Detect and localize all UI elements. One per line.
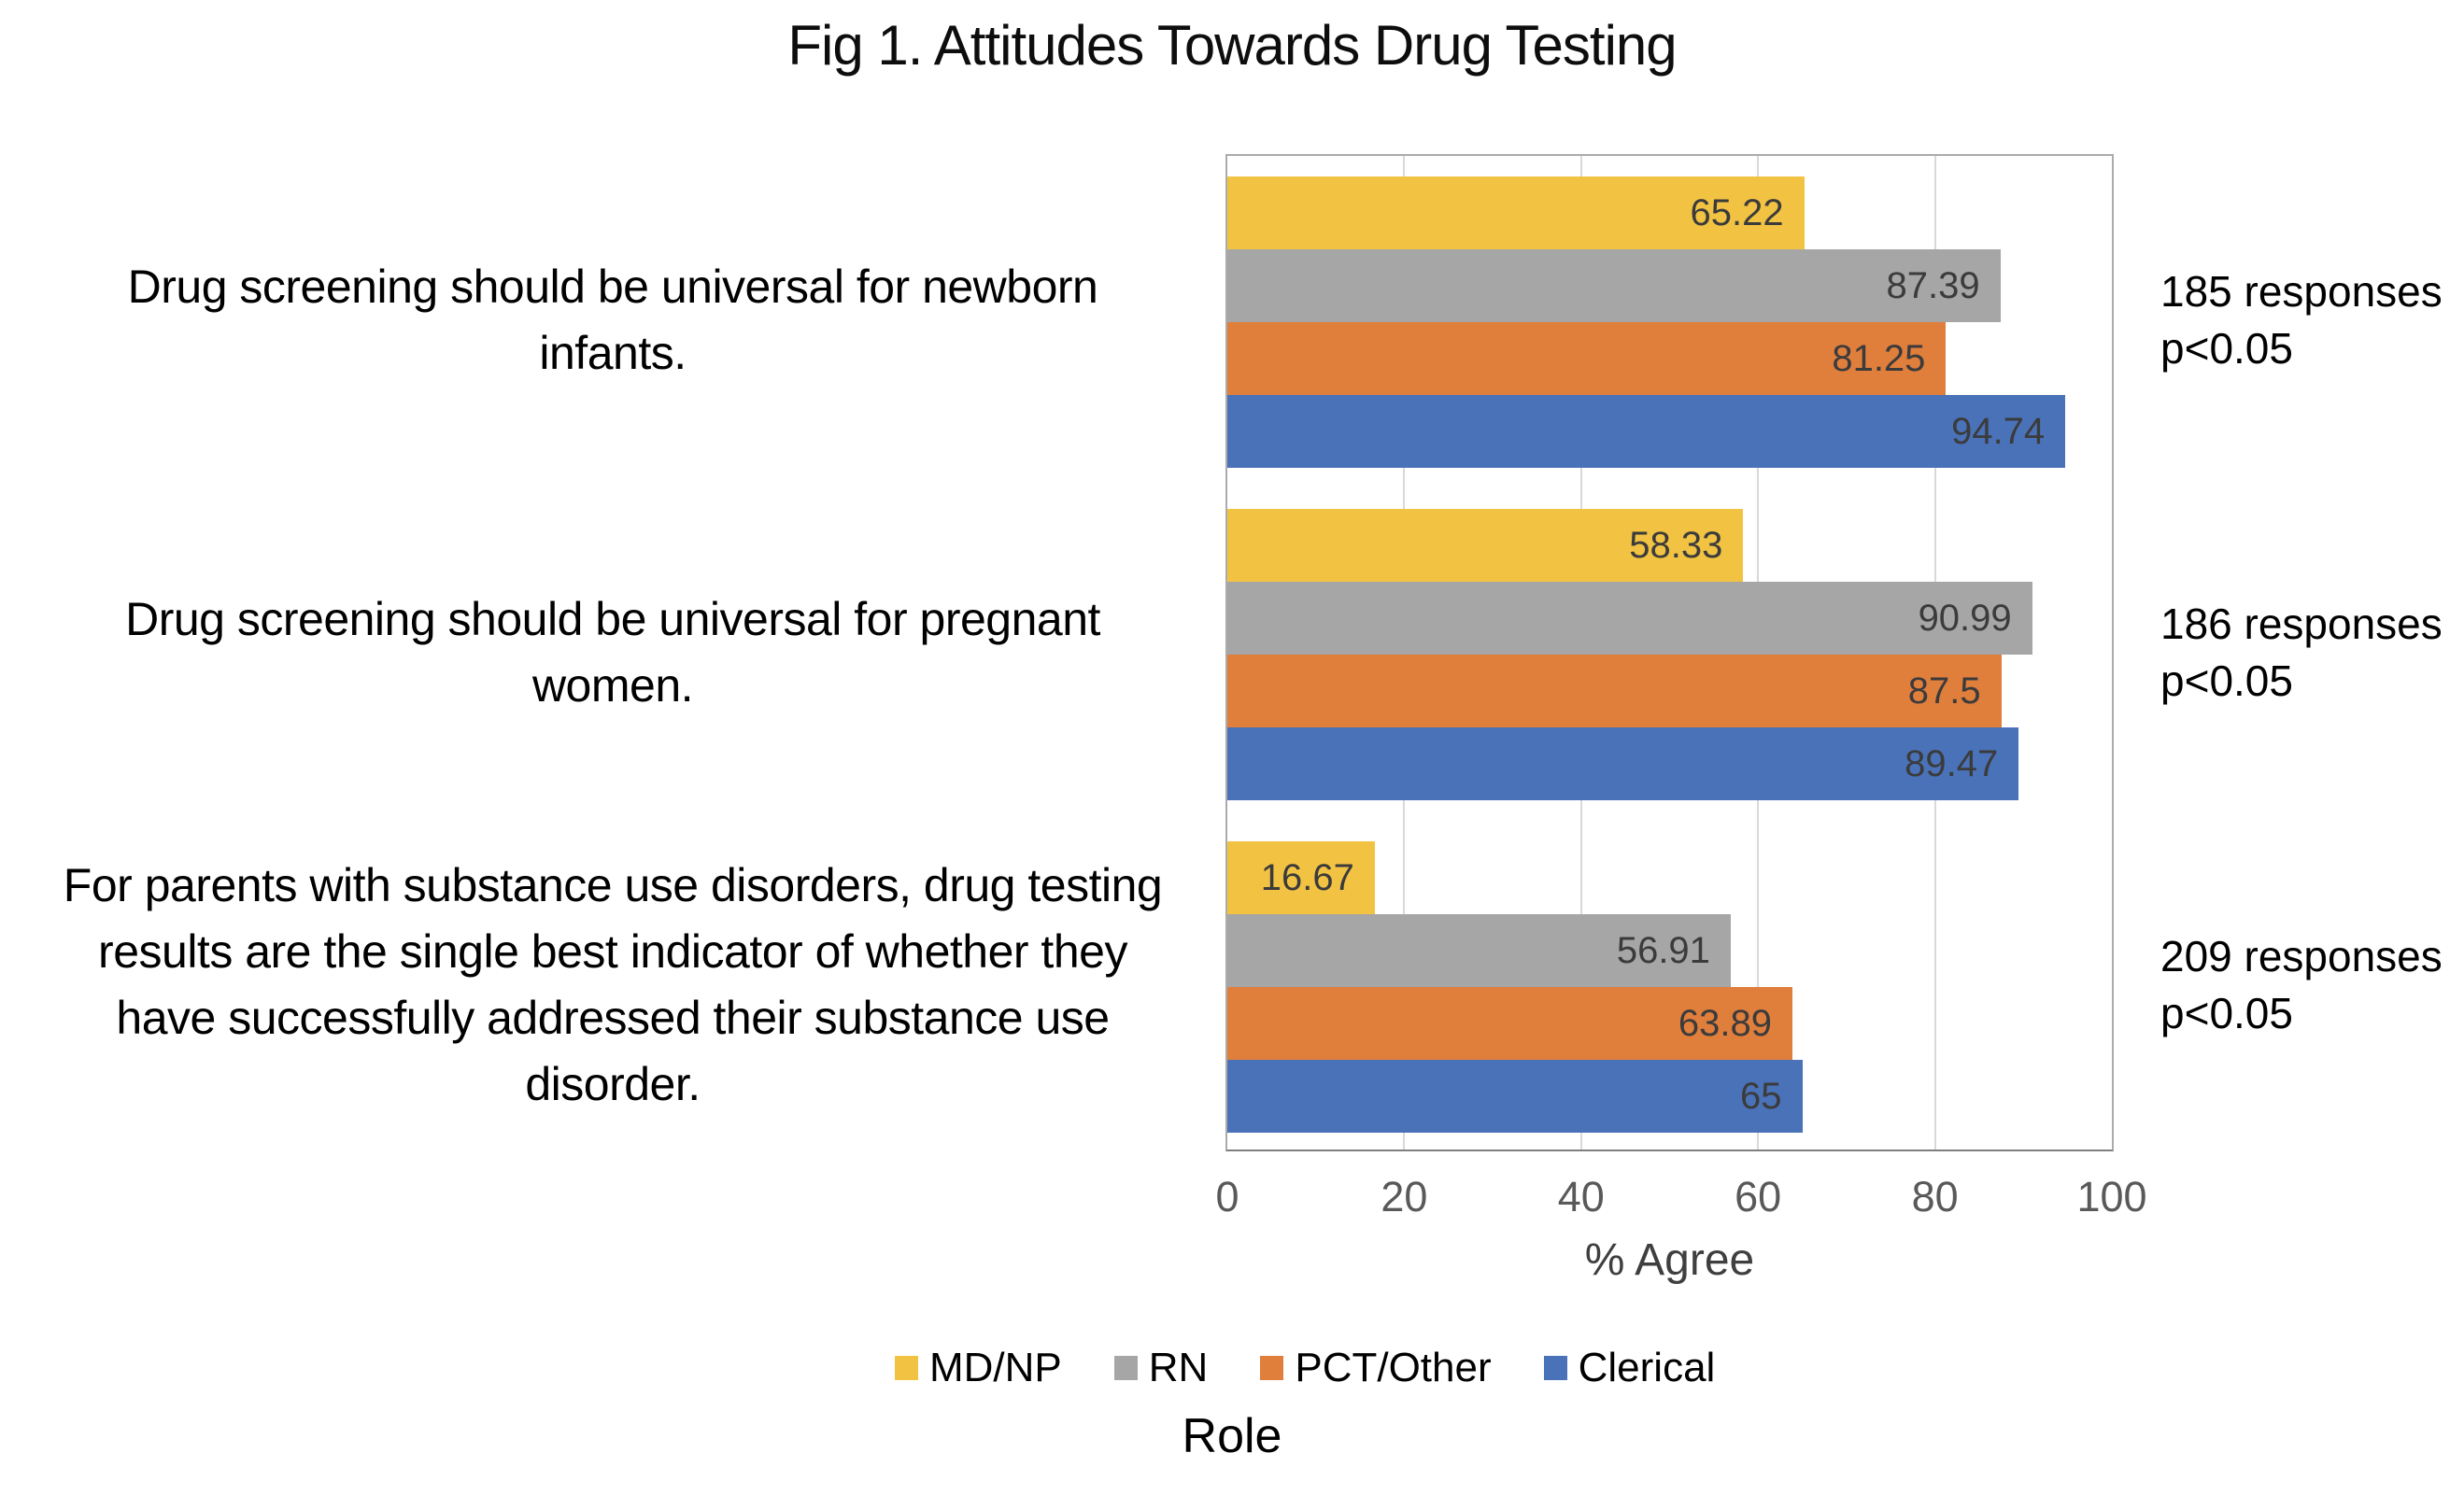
annotation-group-2: 186 responses p<0.05 xyxy=(2160,487,2450,819)
bar-clerical-group-1: 94.74 xyxy=(1227,395,2066,468)
bar-md-np-group-2: 58.33 xyxy=(1227,509,1744,582)
legend-swatch-icon xyxy=(1543,1356,1567,1380)
bar-clerical-group-2: 89.47 xyxy=(1227,727,2019,800)
legend-item-pct-other: PCT/Other xyxy=(1260,1345,1492,1391)
annotation-group-1: 185 responses p<0.05 xyxy=(2160,154,2450,487)
category-label-2: Drug screening should be universal for p… xyxy=(125,593,1100,712)
data-label: 56.91 xyxy=(1616,929,1710,971)
legend-title: Role xyxy=(1182,1409,1282,1463)
x-axis-title: % Agree xyxy=(1584,1235,1755,1285)
legend-label: MD/NP xyxy=(929,1345,1062,1390)
legend-item-clerical: Clerical xyxy=(1543,1345,1716,1391)
bar-pct-other-group-3: 63.89 xyxy=(1227,987,1793,1060)
category-label-1: Drug screening should be universal for n… xyxy=(127,261,1098,379)
annotation-group-3: 209 responses p<0.05 xyxy=(2160,819,2450,1151)
legend-label: RN xyxy=(1148,1345,1209,1390)
bar-pct-other-group-1: 81.25 xyxy=(1227,322,1947,395)
data-label: 65.22 xyxy=(1690,191,1784,233)
legend-item-md-np: MD/NP xyxy=(895,1345,1062,1391)
x-tick-40: 40 xyxy=(1557,1173,1605,1220)
data-label: 87.39 xyxy=(1886,264,1980,306)
annotation-line: 186 responses xyxy=(2160,599,2443,649)
bar-rn-group-2: 90.99 xyxy=(1227,582,2032,655)
annotation-line: 185 responses xyxy=(2160,267,2443,317)
x-tick-80: 80 xyxy=(1911,1173,1959,1220)
bar-group-2: 58.33 90.99 87.5 89.47 xyxy=(1227,488,2112,821)
annotation-line: p<0.05 xyxy=(2160,989,2293,1037)
bar-group-3: 16.67 56.91 63.89 65 xyxy=(1227,821,2112,1153)
chart-title: Fig 1. Attitudes Towards Drug Testing xyxy=(787,14,1677,77)
annotation-line: p<0.05 xyxy=(2160,656,2293,705)
legend-label: PCT/Other xyxy=(1295,1345,1492,1390)
data-label: 90.99 xyxy=(1918,597,2012,639)
data-label: 63.89 xyxy=(1678,1002,1773,1044)
data-label: 65 xyxy=(1740,1075,1782,1117)
data-label: 81.25 xyxy=(1832,337,1926,379)
data-label: 16.67 xyxy=(1260,856,1354,898)
annotation-line: p<0.05 xyxy=(2160,324,2293,373)
bar-group-1: 65.22 87.39 81.25 94.74 xyxy=(1227,156,2112,488)
plot-area: 65.22 87.39 81.25 94.74 58.33 90.99 87.5 89.47 1… xyxy=(1225,154,2114,1151)
x-tick-100: 100 xyxy=(2076,1173,2147,1220)
data-label: 89.47 xyxy=(1905,742,1999,784)
legend-swatch-icon xyxy=(1260,1356,1284,1380)
legend-label: Clerical xyxy=(1578,1345,1716,1390)
legend: MD/NP RN PCT/Other Clerical xyxy=(895,1345,1715,1391)
bar-md-np-group-1: 65.22 xyxy=(1227,176,1805,249)
legend-swatch-icon xyxy=(895,1356,918,1380)
annotation-line: 209 responses xyxy=(2160,932,2443,981)
data-label: 87.5 xyxy=(1907,670,1981,712)
legend-item-rn: RN xyxy=(1113,1345,1209,1391)
data-label: 58.33 xyxy=(1629,524,1723,566)
x-tick-20: 20 xyxy=(1381,1173,1428,1220)
bar-rn-group-1: 87.39 xyxy=(1227,249,2001,322)
legend-swatch-icon xyxy=(1113,1356,1138,1380)
category-label-3: For parents with substance use disorders… xyxy=(63,859,1163,1110)
bar-md-np-group-3: 16.67 xyxy=(1227,841,1375,914)
category-axis-labels: Drug screening should be universal for n… xyxy=(19,154,1207,1151)
x-tick-0: 0 xyxy=(1215,1173,1239,1220)
x-tick-60: 60 xyxy=(1735,1173,1782,1220)
bar-rn-group-3: 56.91 xyxy=(1227,914,1731,987)
data-label: 94.74 xyxy=(1951,410,2046,452)
bar-pct-other-group-2: 87.5 xyxy=(1227,655,2002,727)
bar-clerical-group-3: 65 xyxy=(1227,1060,1803,1133)
